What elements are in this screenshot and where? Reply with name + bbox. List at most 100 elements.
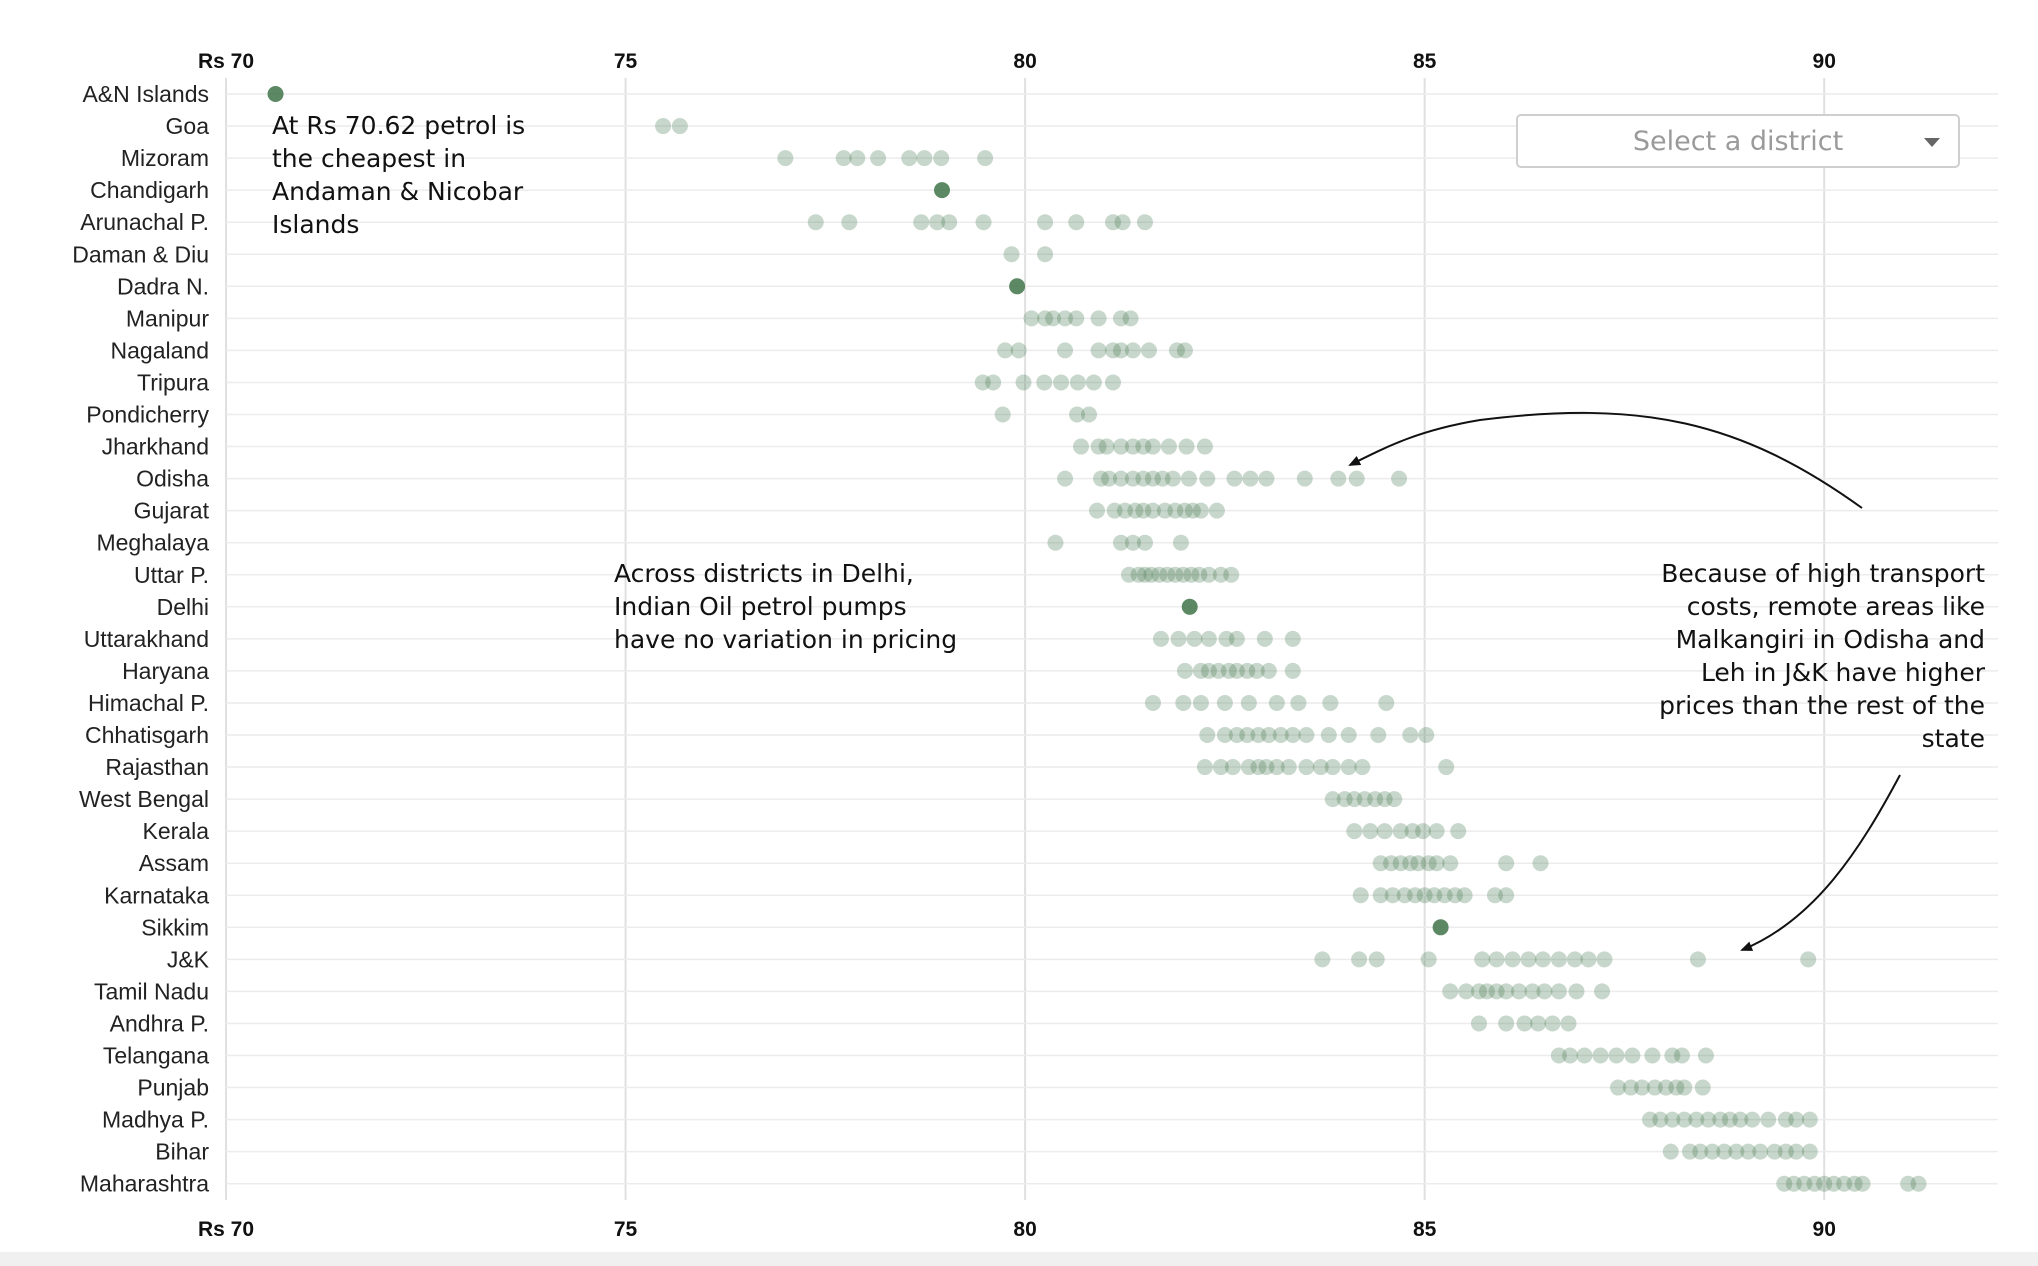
price-dot [1470, 1015, 1487, 1032]
price-dot [1436, 887, 1453, 904]
price-dot [1801, 1143, 1818, 1160]
category-label: Daman & Diu [72, 241, 209, 267]
category-label: Meghalaya [96, 530, 209, 556]
price-dot [1550, 1047, 1567, 1064]
price-dots [267, 86, 1927, 1192]
price-dot [1610, 1079, 1627, 1096]
price-dot [1159, 566, 1176, 583]
price-dot [1668, 1079, 1685, 1096]
price-dot [1662, 1143, 1679, 1160]
price-dot [1664, 1047, 1681, 1064]
price-dot [1164, 470, 1181, 487]
price-dot [1258, 470, 1275, 487]
category-label: Gujarat [134, 498, 210, 524]
price-dot [1788, 1111, 1805, 1128]
price-dot [1560, 1015, 1577, 1032]
category-label: Himachal P. [88, 690, 209, 716]
price-dot [1622, 1079, 1639, 1096]
price-dot [777, 150, 794, 167]
price-dot [1053, 374, 1070, 391]
price-dot [1846, 1175, 1863, 1192]
price-dot [1045, 310, 1062, 327]
price-dot [1544, 1015, 1561, 1032]
price-dot [1524, 983, 1541, 1000]
price-dot [1220, 662, 1237, 679]
price-dot [1239, 662, 1256, 679]
price-dot [1760, 1111, 1777, 1128]
price-dot [1037, 310, 1054, 327]
price-dot [1447, 887, 1464, 904]
price-dot [1346, 791, 1363, 808]
price-dot [1192, 662, 1209, 679]
price-dot [1386, 791, 1403, 808]
category-label: Chhatisgarh [85, 722, 209, 748]
category-label: Kerala [143, 818, 210, 844]
price-dot [1576, 1047, 1593, 1064]
price-dot [1178, 438, 1195, 455]
price-dot [1256, 630, 1273, 647]
price-dot [933, 150, 950, 167]
price-dot [1216, 727, 1233, 743]
category-label: Rajasthan [105, 754, 209, 780]
price-dot [1296, 470, 1313, 487]
price-dot [1268, 759, 1285, 776]
price-dot [1402, 727, 1419, 743]
price-dot [1200, 662, 1217, 679]
price-dot [1796, 1175, 1813, 1192]
price-dot [1673, 1047, 1690, 1064]
category-label: Mizoram [121, 145, 209, 171]
price-dot [1432, 919, 1449, 936]
price-dot [1346, 823, 1363, 840]
price-dot [1167, 502, 1184, 519]
price-dot [1090, 438, 1107, 455]
price-dot [1112, 310, 1129, 327]
price-dot [1144, 438, 1161, 455]
category-rows [226, 93, 1998, 1185]
price-dot [1458, 983, 1475, 1000]
price-dot [1135, 470, 1152, 487]
price-dot [1657, 1079, 1674, 1096]
category-label: Telangana [103, 1043, 209, 1069]
price-dot [849, 150, 866, 167]
price-dot [1596, 951, 1613, 968]
price-dot [1196, 438, 1213, 455]
price-dot [1340, 759, 1357, 776]
price-dot [1740, 1143, 1757, 1160]
category-label: Tripura [137, 369, 209, 395]
price-dot [1352, 887, 1369, 904]
price-dot [1641, 1111, 1658, 1128]
price-dot [1057, 470, 1074, 487]
category-label: Bihar [155, 1139, 209, 1165]
price-dot [1036, 374, 1053, 391]
price-dot [1392, 823, 1409, 840]
price-dot [1181, 598, 1198, 615]
price-dot [1010, 342, 1027, 359]
price-dot [1090, 342, 1107, 359]
price-dot [1532, 855, 1549, 872]
category-label: West Bengal [79, 786, 209, 812]
price-dot [1646, 1079, 1663, 1096]
price-dot [1752, 1143, 1769, 1160]
category-label: Haryana [122, 658, 209, 684]
x-tick-label-bottom: 85 [1413, 1218, 1437, 1241]
price-dot [1106, 502, 1123, 519]
price-dot [1488, 983, 1505, 1000]
price-dot [1566, 951, 1583, 968]
price-dot [655, 118, 672, 135]
price-dot [1151, 566, 1168, 583]
price-dot [1378, 694, 1395, 711]
price-dot [1442, 855, 1459, 872]
price-dot [1136, 566, 1153, 583]
price-dot [1130, 566, 1147, 583]
district-select[interactable]: Select a district [1516, 114, 1960, 168]
price-dot [1144, 502, 1161, 519]
price-dot [1676, 1079, 1693, 1096]
price-dot [1836, 1175, 1853, 1192]
price-dot [1428, 823, 1445, 840]
price-dot [1520, 951, 1537, 968]
x-tick-label-bottom: 90 [1813, 1218, 1836, 1241]
price-dot [1105, 214, 1121, 231]
price-dot [1124, 342, 1141, 359]
price-dot [1140, 342, 1157, 359]
category-label: Assam [139, 850, 209, 876]
